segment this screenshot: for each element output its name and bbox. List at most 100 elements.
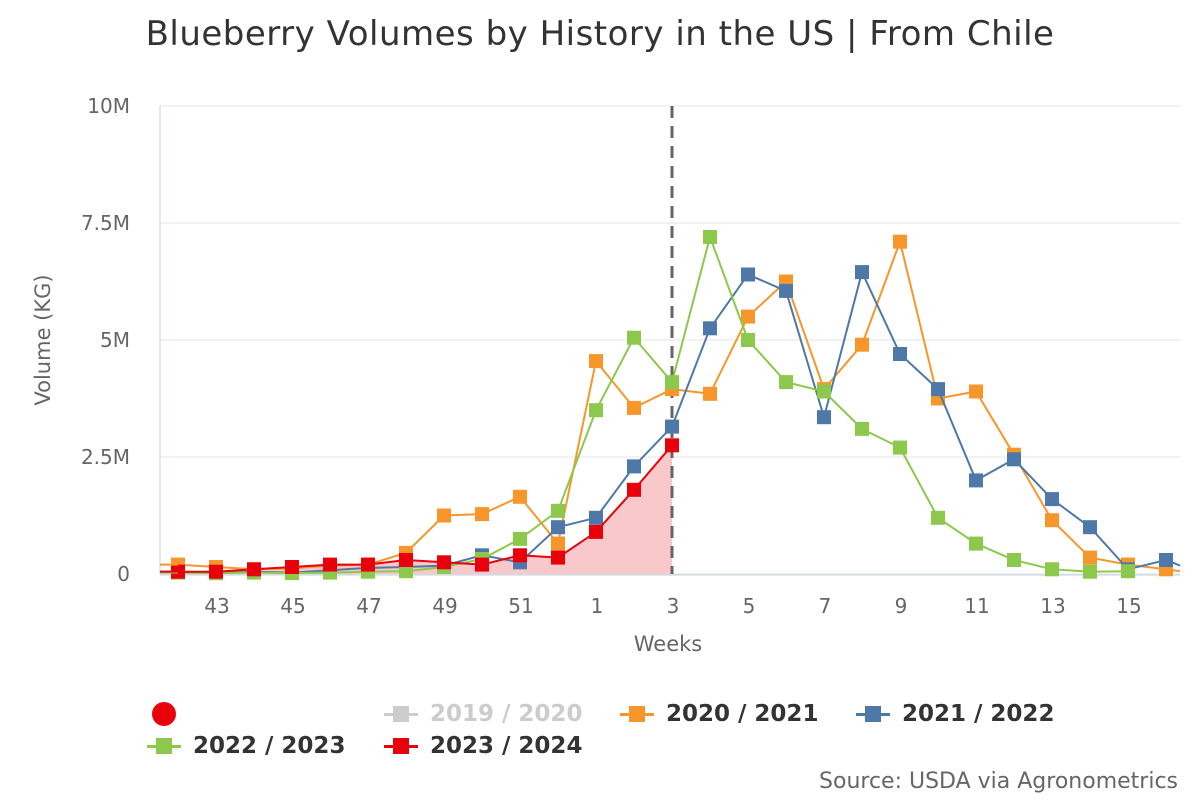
- series-2023-2024-point[interactable]: [399, 553, 413, 567]
- y-tick-label: 2.5M: [81, 445, 130, 469]
- y-tick-label: 5M: [100, 328, 130, 352]
- series-2021-2022-point[interactable]: [1007, 452, 1021, 467]
- series-2021-2022-edge-line: [1165, 559, 1181, 567]
- series-2020-2021-point[interactable]: [893, 234, 907, 249]
- series-2020-2021-point[interactable]: [475, 507, 489, 522]
- x-tick-label: 3: [667, 594, 680, 618]
- series-2023-2024-point[interactable]: [665, 438, 679, 453]
- series-2021-2022-point[interactable]: [551, 520, 565, 535]
- series-2022-2023-point[interactable]: [893, 440, 907, 455]
- x-tick-label: 11: [964, 594, 989, 618]
- series-2021-2022-point[interactable]: [1045, 492, 1059, 507]
- legend-swatch-icon: [145, 730, 183, 762]
- series-2020-2021-point[interactable]: [741, 309, 755, 324]
- series-2020-2021-point[interactable]: [627, 400, 641, 415]
- series-2021-2022-point[interactable]: [931, 382, 945, 397]
- series-2023-2024-point[interactable]: [551, 550, 565, 565]
- series-2022-2023-point[interactable]: [589, 403, 603, 418]
- legend-item-2023-2024[interactable]: 2023 / 2024: [382, 730, 582, 762]
- y-tick-label: 0: [117, 562, 130, 586]
- series-2022-2023-point[interactable]: [931, 510, 945, 525]
- series-2021-2022-point[interactable]: [893, 347, 907, 361]
- series-2020-2021-edge-line: [1165, 568, 1181, 573]
- series-2023-2024-point[interactable]: [209, 564, 223, 579]
- series-2021-2022-point[interactable]: [969, 473, 983, 488]
- series-2023-2024-point[interactable]: [513, 548, 527, 563]
- legend-current-marker-icon: [152, 702, 176, 726]
- series-2022-2023-point[interactable]: [399, 564, 413, 579]
- series-2020-2021-point[interactable]: [1083, 550, 1097, 565]
- series-2020-2021-point[interactable]: [969, 384, 983, 399]
- series-2023-2024-point[interactable]: [627, 482, 641, 497]
- series-2023-2024-point[interactable]: [475, 557, 489, 572]
- series-2021-2022-point[interactable]: [1083, 520, 1097, 535]
- series-2022-2023-point[interactable]: [513, 531, 527, 546]
- series-2021-2022-point[interactable]: [665, 419, 679, 434]
- legend-item-2021-2022[interactable]: 2021 / 2022: [854, 698, 1054, 730]
- series-2022-2023-point[interactable]: [741, 333, 755, 347]
- series-2020-2021-point[interactable]: [703, 386, 717, 401]
- series-2021-2022-point[interactable]: [779, 283, 793, 298]
- x-tick-label: 7: [819, 594, 832, 618]
- legend-label: 2019 / 2020: [430, 701, 583, 727]
- series-2020-2021-point[interactable]: [513, 489, 527, 504]
- legend-swatch-icon: [382, 730, 420, 762]
- series-2022-2023-point[interactable]: [1045, 562, 1059, 577]
- y-axis-title: Volume (KG): [31, 274, 55, 405]
- series-2022-2023-point[interactable]: [779, 375, 793, 390]
- x-tick-label: 15: [1116, 594, 1141, 618]
- series-2022-2023-point[interactable]: [1083, 564, 1097, 579]
- chart-title: Blueberry Volumes by History in the US |…: [145, 14, 1055, 54]
- legend-item-2022-2023[interactable]: 2022 / 2023: [145, 730, 345, 762]
- x-tick-label: 5: [743, 594, 756, 618]
- x-tick-label: 51: [508, 594, 533, 618]
- series-2020-2021-point[interactable]: [1045, 513, 1059, 528]
- series-2022-2023-point[interactable]: [855, 421, 869, 436]
- y-tick-label: 10M: [87, 94, 130, 118]
- series-2021-2022-point[interactable]: [703, 321, 717, 336]
- series-2023-2024-point[interactable]: [285, 560, 299, 574]
- legend-swatch-icon: [618, 698, 656, 730]
- series-2020-2021-point[interactable]: [551, 536, 565, 551]
- x-axis-title: Weeks: [634, 632, 702, 656]
- series-2022-2023-point[interactable]: [1007, 553, 1021, 567]
- source-note: Source: USDA via Agronometrics: [819, 769, 1178, 794]
- series-2023-2024-point[interactable]: [247, 562, 261, 577]
- series-2021-2022-point[interactable]: [855, 265, 869, 280]
- x-tick-label: 13: [1040, 594, 1065, 618]
- series-2023-2024-point[interactable]: [589, 524, 603, 539]
- series-2020-2021-point[interactable]: [855, 337, 869, 352]
- legend-item-2020-2021[interactable]: 2020 / 2021: [618, 698, 818, 730]
- x-tick-label: 49: [432, 594, 457, 618]
- series-2020-2021-point[interactable]: [437, 508, 451, 523]
- series-2023-2024-point[interactable]: [323, 557, 337, 572]
- series-2021-2022-point[interactable]: [817, 410, 831, 425]
- series-2023-2024-point[interactable]: [437, 555, 451, 570]
- series-2022-2023-point[interactable]: [665, 375, 679, 390]
- x-tick-label: 9: [895, 594, 908, 618]
- series-2022-2023-point[interactable]: [627, 330, 641, 345]
- legend-swatch-icon: [382, 698, 420, 730]
- legend-label: 2022 / 2023: [193, 733, 346, 759]
- series-2021-2022-point[interactable]: [741, 267, 755, 282]
- series-2021-2022-point[interactable]: [627, 459, 641, 474]
- series-2020-2021-point[interactable]: [589, 354, 603, 369]
- legend-label: 2020 / 2021: [666, 701, 819, 727]
- legend-item-2019-2020[interactable]: 2019 / 2020: [382, 698, 582, 730]
- x-tick-label: 47: [356, 594, 381, 618]
- legend-label: 2021 / 2022: [902, 701, 1055, 727]
- series-2022-2023-point[interactable]: [969, 536, 983, 551]
- legend-label: 2023 / 2024: [430, 733, 583, 759]
- series-2022-2023-point[interactable]: [1121, 564, 1135, 579]
- series-2021-2022-point[interactable]: [589, 510, 603, 525]
- series-2023-2024-area: [178, 445, 672, 574]
- x-tick-label: 1: [591, 594, 604, 618]
- series-2023-2024-point[interactable]: [361, 557, 375, 572]
- y-tick-label: 7.5M: [81, 211, 130, 235]
- series-2022-2023-point[interactable]: [703, 230, 717, 244]
- series-2022-2023-point[interactable]: [817, 384, 831, 399]
- x-tick-label: 43: [204, 594, 229, 618]
- x-tick-label: 45: [280, 594, 305, 618]
- series-2022-2023-point[interactable]: [551, 503, 565, 518]
